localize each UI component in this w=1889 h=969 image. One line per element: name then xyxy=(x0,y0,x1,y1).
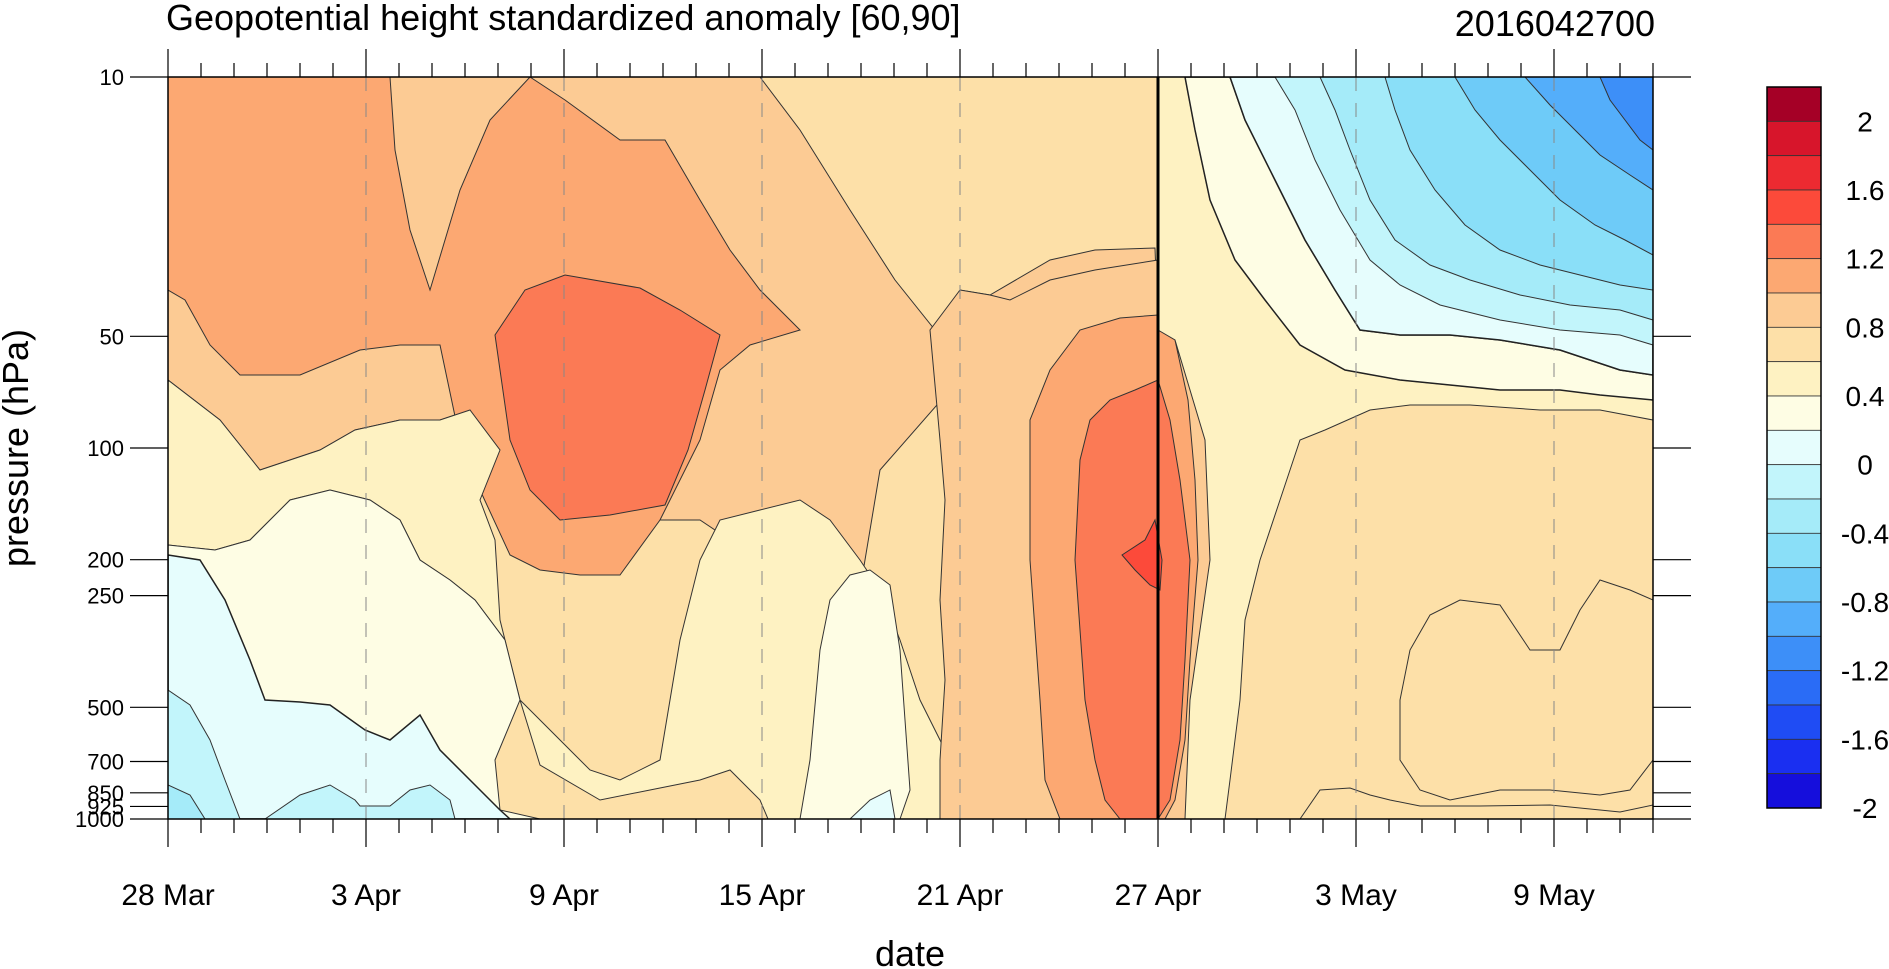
contour-region xyxy=(849,789,896,819)
y-tick-label: 200 xyxy=(87,548,124,573)
colorbar-label: 0 xyxy=(1857,450,1873,481)
y-tick-label: 925 xyxy=(87,794,124,819)
y-tick-label: 250 xyxy=(87,584,124,609)
colorbar-label: -2 xyxy=(1853,793,1878,824)
colorbar-swatch xyxy=(1766,120,1822,157)
y-tick-label: 500 xyxy=(87,695,124,720)
y-tick-label: 50 xyxy=(100,324,124,349)
contour-region xyxy=(168,689,241,819)
contour-region xyxy=(799,569,911,819)
x-tick-label: 3 Apr xyxy=(331,879,401,912)
x-axis: 28 Mar 3 Apr 9 Apr 15 Apr 21 Apr 27 Apr 3 May 9… xyxy=(121,49,1654,912)
colorbar-swatch xyxy=(1766,498,1822,534)
colorbar-swatch xyxy=(1766,292,1822,328)
y-tick-label: 700 xyxy=(87,750,124,775)
colorbar-swatch xyxy=(1766,773,1822,809)
colorbar-swatch xyxy=(1766,258,1822,294)
contour-region xyxy=(168,784,206,819)
contour-region xyxy=(494,274,721,521)
contour-region xyxy=(1399,579,1653,801)
x-tick-label: 28 Mar xyxy=(121,879,214,912)
colorbar-swatch xyxy=(1766,567,1822,603)
colorbar-swatch xyxy=(1766,601,1822,637)
colorbar-swatch xyxy=(1766,429,1822,466)
y-tick-label: 1000 xyxy=(75,807,124,832)
colorbar-label: 1.2 xyxy=(1846,244,1885,275)
colorbar-swatch xyxy=(1766,86,1822,122)
contour-region xyxy=(1599,77,1653,151)
x-tick-label: 27 Apr xyxy=(1115,879,1202,912)
chart-date-stamp: 2016042700 xyxy=(1455,3,1655,44)
chart-title: Geopotential height standardized anomaly… xyxy=(166,0,961,38)
colorbar-label: -1.6 xyxy=(1841,724,1889,755)
colorbar-label: -1.2 xyxy=(1841,656,1889,687)
colorbar-label: -0.4 xyxy=(1841,518,1889,549)
y-tick-label: 10 xyxy=(100,65,124,90)
colorbar-label: 2 xyxy=(1857,106,1873,137)
x-tick-label: 3 May xyxy=(1315,879,1397,912)
colorbar-label: -0.8 xyxy=(1841,587,1889,618)
contour-region xyxy=(168,554,512,819)
contour-region xyxy=(1299,787,1653,819)
contour-region xyxy=(1074,379,1191,819)
colorbar-frame xyxy=(1766,86,1822,809)
x-tick-label: 9 May xyxy=(1513,879,1595,912)
colorbar-swatch xyxy=(1766,326,1822,363)
plot-area xyxy=(168,77,1653,819)
x-axis-label: date xyxy=(875,933,945,969)
colorbar-swatch xyxy=(1766,532,1822,569)
colorbar-label: 1.6 xyxy=(1846,175,1885,206)
colorbar-swatch xyxy=(1766,704,1822,740)
colorbar-swatch xyxy=(1766,223,1822,260)
x-tick-label: 21 Apr xyxy=(917,879,1004,912)
y-axis-label: pressure (hPa) xyxy=(0,329,36,567)
colorbar-swatch xyxy=(1766,670,1822,706)
x-tick-label: 15 Apr xyxy=(719,879,806,912)
colorbar-label: 0.4 xyxy=(1846,381,1885,412)
x-tick-label: 9 Apr xyxy=(529,879,599,912)
colorbar-label: 0.8 xyxy=(1846,312,1885,343)
colorbar-swatch xyxy=(1766,361,1822,397)
colorbar-swatch xyxy=(1766,738,1822,775)
colorbar-swatch xyxy=(1766,464,1822,500)
y-tick-label: 850 xyxy=(87,781,124,806)
contour-region xyxy=(1121,518,1163,591)
contour-region xyxy=(264,784,456,819)
colorbar-swatch xyxy=(1766,635,1822,672)
colorbar-swatch xyxy=(1766,189,1822,225)
y-tick-label: 100 xyxy=(87,436,124,461)
colorbar-swatch xyxy=(1766,395,1822,431)
colorbar: 2 1.6 1.2 0.8 0.4 0 -0.4 -0.8 -1.2 -1.6 -2 xyxy=(1766,86,1889,824)
colorbar-swatch xyxy=(1766,155,1822,191)
